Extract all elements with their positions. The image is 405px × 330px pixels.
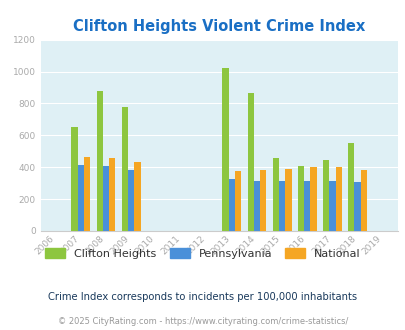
- Bar: [71, 126, 77, 231]
- Legend: Clifton Heights, Pennsylvania, National: Clifton Heights, Pennsylvania, National: [40, 244, 364, 263]
- Bar: [303, 181, 310, 231]
- Bar: [322, 160, 328, 231]
- Bar: [228, 179, 234, 231]
- Bar: [77, 165, 84, 231]
- Bar: [84, 157, 90, 231]
- Bar: [328, 181, 335, 231]
- Bar: [253, 181, 260, 231]
- Bar: [128, 170, 134, 231]
- Bar: [297, 166, 303, 231]
- Bar: [354, 182, 360, 231]
- Bar: [272, 158, 278, 231]
- Bar: [310, 167, 316, 231]
- Text: Crime Index corresponds to incidents per 100,000 inhabitants: Crime Index corresponds to incidents per…: [48, 292, 357, 302]
- Bar: [247, 93, 253, 231]
- Bar: [234, 171, 241, 231]
- Bar: [134, 162, 140, 231]
- Bar: [260, 170, 266, 231]
- Bar: [360, 170, 366, 231]
- Bar: [285, 169, 291, 231]
- Bar: [102, 166, 109, 231]
- Bar: [109, 158, 115, 231]
- Bar: [278, 181, 285, 231]
- Bar: [347, 143, 354, 231]
- Bar: [222, 68, 228, 231]
- Bar: [122, 107, 128, 231]
- Bar: [96, 91, 102, 231]
- Title: Clifton Heights Violent Crime Index: Clifton Heights Violent Crime Index: [73, 19, 364, 34]
- Text: © 2025 CityRating.com - https://www.cityrating.com/crime-statistics/: © 2025 CityRating.com - https://www.city…: [58, 317, 347, 326]
- Bar: [335, 167, 341, 231]
